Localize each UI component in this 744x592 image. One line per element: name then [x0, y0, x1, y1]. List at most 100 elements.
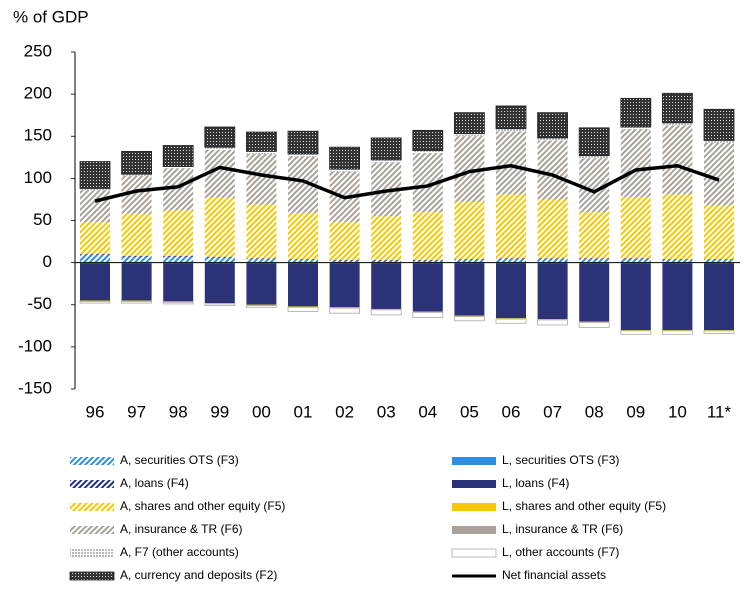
- bar-segment: [537, 259, 568, 263]
- bar-segment: [329, 169, 360, 172]
- legend-swatch: [452, 503, 496, 511]
- bar-segment: [371, 263, 402, 309]
- bar-segment: [121, 151, 152, 175]
- x-tick-label: 01: [294, 402, 313, 421]
- x-tick-label: 09: [626, 402, 645, 421]
- bar-segment: [329, 222, 360, 261]
- bar-segment: [80, 254, 110, 256]
- bar-segment: [412, 129, 444, 151]
- bar-segment: [204, 257, 235, 263]
- bar-segment: [246, 258, 277, 260]
- bar-segment: [454, 315, 485, 317]
- bar-segment: [495, 318, 527, 324]
- y-tick-label: -50: [27, 294, 52, 313]
- bar-segment: [412, 260, 443, 263]
- bar-segment: [662, 330, 693, 335]
- legend-label: L, securities OTS (F3): [502, 453, 619, 467]
- bar-segment: [80, 190, 110, 223]
- legend-swatch: [70, 549, 114, 557]
- bar-segment: [371, 159, 402, 163]
- bar-segment: [578, 322, 610, 328]
- x-tick-label: 98: [169, 402, 188, 421]
- x-tick-label: 00: [252, 402, 271, 421]
- bar-segment: [703, 330, 735, 334]
- y-tick-label: -150: [18, 378, 52, 397]
- bar-segment: [246, 304, 277, 306]
- bar-segment: [329, 146, 361, 170]
- x-tick-label: 05: [460, 402, 479, 421]
- line: [94, 163, 720, 203]
- bar-segment: [329, 260, 360, 261]
- bar-segment: [662, 330, 693, 331]
- legend-label: Net financial assets: [502, 568, 606, 582]
- bar-segment: [329, 307, 361, 314]
- bar-segment: [288, 306, 318, 308]
- bar-segment: [537, 258, 568, 260]
- bar-segment: [121, 256, 152, 263]
- bar-segment: [204, 256, 235, 258]
- legend-swatch: [452, 526, 496, 534]
- bar-segment: [454, 133, 485, 137]
- bar-segment: [163, 166, 194, 169]
- bar-segment: [537, 137, 568, 141]
- bar-segment: [329, 307, 360, 309]
- legend-label: L, insurance & TR (F6): [502, 522, 623, 536]
- bar-segment: [412, 311, 444, 318]
- bar-segment: [704, 263, 734, 331]
- bar-segment: [579, 321, 610, 323]
- bar-segment: [620, 97, 652, 128]
- legend-swatch: [70, 526, 114, 534]
- legend-label: L, loans (F4): [502, 476, 569, 490]
- bar-segment: [371, 308, 402, 310]
- bar-segment: [453, 316, 485, 322]
- bar-segment: [496, 263, 526, 319]
- bar-segment: [204, 197, 235, 257]
- x-tick-label: 10: [668, 402, 687, 421]
- legend-swatch: [452, 480, 496, 488]
- legend-swatch: [451, 548, 497, 558]
- bar-segment: [246, 263, 277, 305]
- bar-segment: [163, 255, 194, 257]
- bar-segment: [80, 300, 110, 302]
- bar-segment: [620, 330, 652, 335]
- bar-segment: [579, 258, 610, 260]
- bar-segment: [704, 142, 734, 206]
- bar-segment: [704, 330, 734, 331]
- x-tick-label: 04: [418, 402, 437, 421]
- bar-segment: [703, 108, 735, 141]
- y-tick-label: 150: [24, 126, 52, 145]
- bar-segment: [454, 201, 485, 260]
- x-tick-label: 07: [543, 402, 562, 421]
- bar-segment: [620, 129, 651, 197]
- bar-segment: [578, 127, 610, 157]
- bar-segment: [121, 300, 152, 304]
- bar-segment: [537, 140, 568, 200]
- y-tick-label: 100: [24, 168, 52, 187]
- bar-segment: [662, 194, 693, 260]
- bar-segment: [288, 263, 318, 307]
- bar-segment: [704, 259, 734, 261]
- bar-segment: [412, 150, 443, 154]
- bar-segment: [412, 260, 443, 261]
- bar-segment: [288, 259, 318, 261]
- x-tick-label: 99: [210, 402, 229, 421]
- legend-label: A, currency and deposits (F2): [120, 568, 277, 582]
- bar-segment: [662, 259, 693, 261]
- y-tick-label: 250: [24, 41, 52, 60]
- bar-segment: [537, 319, 568, 326]
- legend-swatch: [70, 457, 114, 465]
- bar-segment: [495, 105, 527, 130]
- legend-label: L, shares and other equity (F5): [502, 499, 666, 513]
- bar-segment: [246, 153, 277, 205]
- bar-segment: [454, 259, 485, 261]
- x-tick-label: 11*: [707, 402, 732, 421]
- bar-segment: [204, 126, 236, 148]
- bar-segment: [245, 131, 277, 152]
- bar-segment: [620, 126, 651, 130]
- bar-segment: [329, 263, 360, 308]
- y-tick-label: -100: [18, 336, 52, 355]
- bar-segment: [162, 145, 194, 167]
- legend-swatch: [69, 571, 115, 581]
- bar-segment: [704, 140, 734, 143]
- bar-segment: [246, 204, 277, 259]
